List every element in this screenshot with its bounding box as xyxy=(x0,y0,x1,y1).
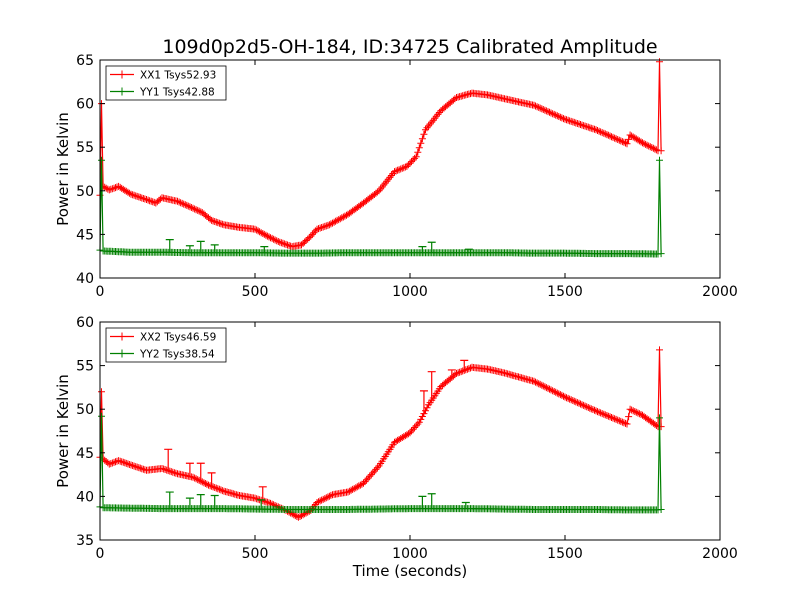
x-tick-label: 500 xyxy=(242,546,269,562)
legend-label: YY1 Tsys42.88 xyxy=(139,87,215,99)
series-spike xyxy=(258,486,267,501)
series-markers xyxy=(96,156,665,258)
x-tick-label: 500 xyxy=(242,284,269,300)
series-spike xyxy=(427,241,436,253)
series-spike xyxy=(257,499,266,510)
y-tick-label: 50 xyxy=(76,402,94,418)
y-tick-label: 45 xyxy=(76,227,94,243)
y-axis-label: Power in Kelvin xyxy=(54,112,72,226)
y-tick-label: 55 xyxy=(76,359,94,375)
y-tick-label: 55 xyxy=(76,140,94,156)
x-tick-label: 1000 xyxy=(392,546,428,562)
plot-bottom: 0 500 1000 1500 2000 35 40 45 50 55 60 Power in Kel… xyxy=(54,315,738,580)
y-axis-label: Power in Kelvin xyxy=(54,374,72,488)
y-tick-label: 40 xyxy=(76,271,94,287)
legend-marker xyxy=(118,332,126,341)
series-spike xyxy=(460,359,469,371)
y-tick-label: 65 xyxy=(76,53,94,69)
legend-box xyxy=(105,327,227,363)
x-tick-label: 2000 xyxy=(702,284,738,300)
series-spike xyxy=(461,501,470,509)
y-tick-label: 60 xyxy=(76,97,94,113)
series-spike xyxy=(419,390,428,414)
series-spike xyxy=(260,246,269,253)
legend-marker xyxy=(118,70,126,79)
series-spike xyxy=(196,240,205,253)
x-tick-label: 1500 xyxy=(547,284,583,300)
series-spike xyxy=(165,491,174,509)
legend-box xyxy=(105,65,227,101)
series-spike xyxy=(165,239,174,253)
series-spike xyxy=(418,246,427,253)
plot-top: 0 500 1000 1500 2000 40 45 50 55 60 65 Power in Kel… xyxy=(54,53,738,300)
x-tick-label: 1000 xyxy=(392,284,428,300)
series-spike xyxy=(185,462,194,477)
series-yy-0 xyxy=(96,156,665,258)
series-spike xyxy=(207,472,216,487)
y-tick-label: 60 xyxy=(76,315,94,331)
y-tick-label: 45 xyxy=(76,446,94,462)
legend-label: YY2 Tsys38.54 xyxy=(139,349,215,361)
series-spike xyxy=(418,495,427,509)
series-xx-1 xyxy=(96,346,665,521)
legend-marker xyxy=(118,87,126,96)
x-tick-label: 1500 xyxy=(547,546,583,562)
series-spike xyxy=(427,371,436,401)
y-tick-label: 50 xyxy=(76,184,94,200)
series-spike xyxy=(196,462,205,482)
series-spike xyxy=(196,494,205,509)
figure-title: 109d0p2d5-OH-184, ID:34725 Calibrated Am… xyxy=(162,36,657,58)
legend-marker xyxy=(118,349,126,358)
legend: XX1 Tsys52.93 YY1 Tsys42.88 xyxy=(105,65,227,101)
legend-label: XX1 Tsys52.93 xyxy=(140,70,216,82)
series-spike xyxy=(210,494,219,509)
x-tick-label: 0 xyxy=(96,546,105,562)
x-tick-label: 2000 xyxy=(702,546,738,562)
legend-label: XX2 Tsys46.59 xyxy=(140,332,216,344)
series-spike xyxy=(447,369,456,378)
y-tick-label: 35 xyxy=(76,533,94,549)
x-axis-label: Time (seconds) xyxy=(352,562,468,580)
series-line xyxy=(99,349,662,518)
series-spike xyxy=(185,497,194,509)
series-spike xyxy=(210,244,219,253)
series-spike xyxy=(427,493,436,509)
series-spike xyxy=(164,448,173,471)
series-markers xyxy=(96,346,665,521)
legend: XX2 Tsys46.59 YY2 Tsys38.54 xyxy=(105,327,227,363)
x-tick-label: 0 xyxy=(96,284,105,300)
y-tick-label: 40 xyxy=(76,489,94,505)
series-spike xyxy=(464,248,473,253)
series-spike xyxy=(185,245,194,253)
